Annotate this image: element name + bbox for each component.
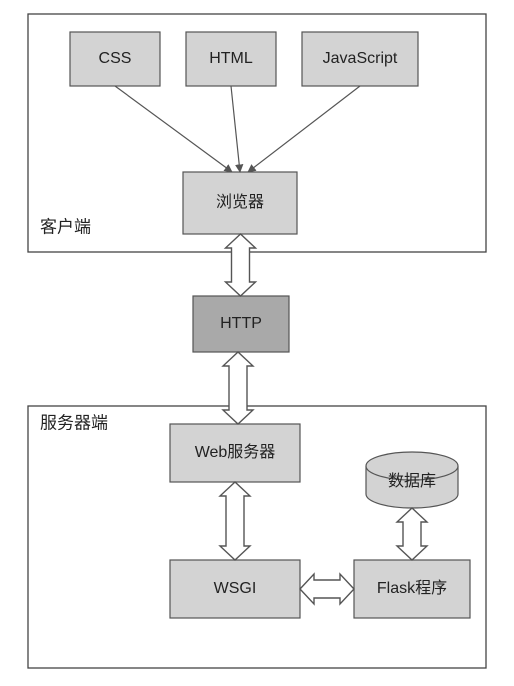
wsgi-label: WSGI bbox=[214, 580, 257, 597]
bi-arrow-wsgi-flask bbox=[300, 574, 354, 604]
db-label: 数据库 bbox=[388, 472, 436, 490]
arrow-css-browser bbox=[115, 86, 232, 172]
js-label: JavaScript bbox=[323, 50, 398, 67]
bi-arrow-http-webserver bbox=[223, 352, 253, 424]
arrow-js-browser bbox=[248, 86, 360, 172]
client-group-label: 客户端 bbox=[40, 217, 91, 236]
bi-arrow-db-flask bbox=[397, 508, 427, 560]
http-label: HTTP bbox=[220, 315, 262, 332]
bi-arrow-webserver-wsgi bbox=[220, 482, 250, 560]
bi-arrow-browser-http bbox=[226, 234, 256, 296]
css-label: CSS bbox=[99, 50, 132, 67]
server-group-label: 服务器端 bbox=[40, 413, 108, 432]
arrow-html-browser bbox=[231, 86, 240, 172]
html-label: HTML bbox=[209, 50, 253, 67]
architecture-diagram: 客户端服务器端 CSS HTML JavaScript 浏览器 HTTP Web服务器 WSG… bbox=[0, 0, 514, 686]
flask-label: Flask程序 bbox=[377, 579, 447, 597]
webserver-label: Web服务器 bbox=[195, 443, 276, 461]
browser-label: 浏览器 bbox=[216, 193, 264, 211]
